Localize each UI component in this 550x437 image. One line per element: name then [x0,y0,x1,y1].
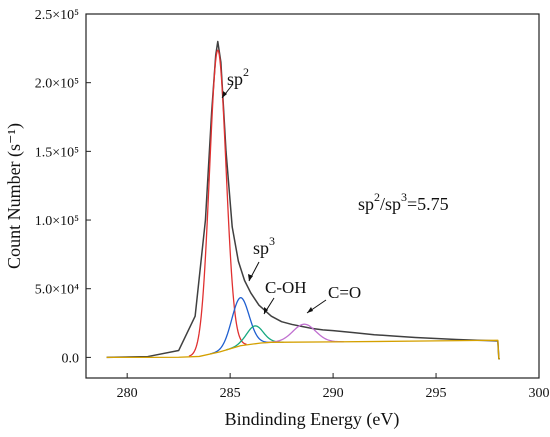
series-line-c-o [264,323,344,344]
annotation-coh: C-OH [265,278,307,297]
y-tick-label: 0.0 [62,351,80,366]
series-line-sp3 [209,297,271,355]
y-tick-label: 2.5×10⁵ [35,8,79,23]
series-line-sp2 [188,49,247,357]
x-tick-label: 285 [220,386,241,401]
series-group [106,40,500,360]
x-tick-label: 295 [426,386,447,401]
y-axis-label: Count Number (s⁻¹) [4,123,25,269]
x-tick-label: 290 [323,386,344,401]
x-tick-label: 300 [529,386,550,401]
series-line-background [106,339,500,360]
y-tick-label: 1.5×10⁵ [35,145,79,160]
x-axis-ticks: 280 285 290 295 300 [117,373,550,401]
series-line-c-oh [225,325,284,351]
y-tick-label: 5.0×10⁴ [35,283,79,298]
annotation-sp2: sp2 [227,65,249,89]
annotation-sp3-arrowhead [248,274,253,281]
y-axis-ticks: 0.0 5.0×10⁴ 1.0×10⁵ 1.5×10⁵ 2.0×10⁵ 2.5×10⁵ [35,8,91,366]
x-axis-label: Bindinding Energy (eV) [225,409,400,430]
x-tick-label: 280 [117,386,138,401]
annotation-coh-arrowhead [264,307,268,314]
y-tick-label: 1.0×10⁵ [35,214,79,229]
annotation-ratio: sp2/sp3=5.75 [358,190,449,214]
annotation-sp3: sp3 [253,234,275,258]
annotation-co-arrowhead [307,307,313,313]
annotation-co: C=O [328,283,361,302]
plot-frame [85,13,540,379]
y-tick-label: 2.0×10⁵ [35,77,79,92]
annotation-sp2-arrowhead [222,91,227,98]
